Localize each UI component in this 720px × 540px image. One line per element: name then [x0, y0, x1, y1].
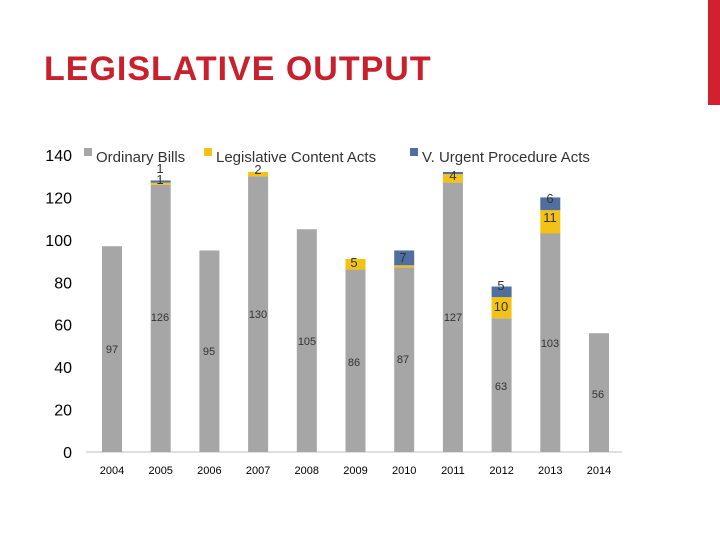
data-label-urgent-procedure-acts: 1 — [156, 161, 163, 176]
bar-legislative-content-acts-2013 — [540, 210, 561, 234]
bar-v-urgent-procedure-acts-2012 — [491, 286, 512, 298]
x-tick-label: 2004 — [100, 465, 124, 477]
x-tick-label: 2012 — [489, 465, 513, 477]
bar-ordinary-bills-2011 — [442, 182, 463, 453]
bar-legislative-content-acts-2009 — [345, 258, 366, 270]
data-label-ordinary-bills: 86 — [348, 357, 360, 369]
bar-ordinary-bills-2014 — [589, 333, 609, 452]
accent-bar — [708, 0, 720, 105]
data-label-ordinary-bills: 103 — [541, 338, 559, 350]
bar-ordinary-bills-2004 — [102, 246, 122, 452]
data-label-urgent-procedure-acts: 5 — [497, 278, 504, 293]
legend-label: Ordinary Bills — [96, 149, 185, 166]
data-label-ordinary-bills: 56 — [592, 389, 604, 401]
page-title: LEGISLATIVE OUTPUT — [44, 50, 432, 88]
x-tick-label: 2013 — [538, 465, 562, 477]
legend-label: Legislative Content Acts — [216, 149, 376, 166]
data-label-legislative-content-acts: 10 — [494, 299, 508, 314]
x-tick-label: 2006 — [197, 465, 221, 477]
data-label-urgent-procedure-acts: 6 — [546, 191, 553, 206]
bar-legislative-content-acts-2011 — [442, 174, 463, 183]
bar-v-urgent-procedure-acts-2005 — [150, 180, 171, 183]
data-label-ordinary-bills: 130 — [249, 309, 267, 321]
data-label-ordinary-bills: 97 — [106, 344, 118, 356]
bar-legislative-content-acts-2005 — [150, 182, 171, 185]
y-tick-label: 40 — [54, 360, 72, 377]
y-tick-label: 0 — [63, 445, 72, 462]
x-tick-label: 2011 — [441, 465, 465, 477]
bar-ordinary-bills-2012 — [491, 318, 512, 452]
bar-v-urgent-procedure-acts-2013 — [540, 197, 561, 211]
x-tick-label: 2008 — [295, 465, 319, 477]
y-tick-label: 140 — [45, 148, 72, 165]
x-tick-label: 2009 — [343, 465, 367, 477]
y-tick-label: 100 — [45, 233, 72, 250]
bar-ordinary-bills-2010 — [394, 267, 415, 452]
bar-ordinary-bills-2013 — [540, 233, 561, 452]
bar-ordinary-bills-2007 — [248, 176, 269, 452]
data-label-legislative-content-acts: 4 — [449, 168, 456, 183]
bar-ordinary-bills-2009 — [345, 269, 366, 452]
data-label-legislative-content-acts: 5 — [350, 255, 357, 270]
bar-legislative-content-acts-2010 — [394, 265, 415, 268]
y-tick-label: 80 — [54, 275, 72, 292]
y-tick-label: 20 — [54, 403, 72, 420]
data-label-ordinary-bills: 63 — [495, 381, 507, 393]
y-tick-label: 60 — [54, 318, 72, 335]
bar-ordinary-bills-2006 — [199, 250, 220, 452]
legend-swatch — [84, 148, 92, 156]
data-label-ordinary-bills: 87 — [397, 354, 409, 366]
legend-swatch — [410, 148, 418, 156]
data-label-ordinary-bills: 126 — [151, 312, 169, 324]
bar-ordinary-bills-2008 — [296, 229, 317, 452]
bar-ordinary-bills-2005 — [150, 184, 171, 452]
x-tick-label: 2007 — [246, 465, 270, 477]
data-label-urgent-procedure-acts: 7 — [399, 250, 406, 265]
data-label-legislative-content-acts: 1 — [156, 172, 163, 187]
x-tick-label: 2010 — [392, 465, 416, 477]
y-tick-label: 120 — [45, 190, 72, 207]
data-label-ordinary-bills: 105 — [298, 336, 316, 348]
data-label-legislative-content-acts: 2 — [254, 162, 261, 177]
x-tick-label: 2005 — [148, 465, 172, 477]
bar-legislative-content-acts-2012 — [491, 297, 512, 319]
bar-v-urgent-procedure-acts-2011 — [442, 171, 463, 175]
bar-legislative-content-acts-2007 — [248, 171, 269, 177]
legend-label: V. Urgent Procedure Acts — [422, 149, 590, 166]
data-label-ordinary-bills: 95 — [203, 346, 215, 358]
data-label-ordinary-bills: 127 — [444, 312, 462, 324]
bar-v-urgent-procedure-acts-2010 — [394, 250, 415, 266]
data-label-legislative-content-acts: 11 — [543, 210, 557, 225]
x-tick-label: 2014 — [587, 465, 611, 477]
legend-swatch — [204, 148, 212, 156]
